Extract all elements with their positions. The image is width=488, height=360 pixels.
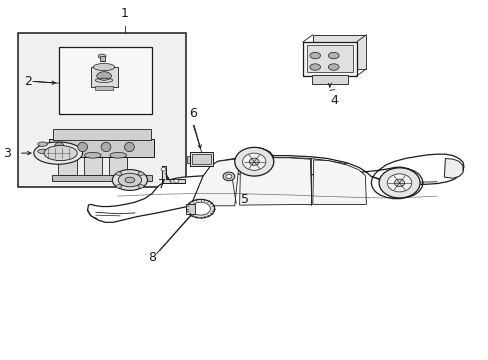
Ellipse shape: [309, 64, 320, 70]
Bar: [185, 204, 194, 214]
Bar: [306, 45, 352, 72]
Ellipse shape: [44, 145, 77, 161]
Ellipse shape: [386, 174, 411, 192]
Ellipse shape: [161, 167, 165, 171]
Ellipse shape: [138, 185, 143, 188]
Text: 7: 7: [157, 178, 165, 191]
Text: 1: 1: [121, 8, 129, 21]
Bar: [311, 75, 347, 84]
Ellipse shape: [78, 142, 87, 152]
Polygon shape: [239, 158, 311, 205]
Ellipse shape: [125, 177, 135, 183]
Ellipse shape: [116, 185, 122, 188]
Ellipse shape: [225, 174, 231, 179]
Text: 2: 2: [24, 75, 32, 88]
Ellipse shape: [38, 142, 47, 146]
Polygon shape: [444, 158, 462, 178]
Bar: [18, 33, 185, 187]
Ellipse shape: [190, 202, 210, 215]
Polygon shape: [312, 160, 366, 204]
Ellipse shape: [97, 72, 111, 80]
Bar: [189, 152, 213, 166]
Ellipse shape: [38, 149, 47, 153]
Ellipse shape: [309, 52, 320, 59]
Ellipse shape: [234, 147, 273, 176]
Ellipse shape: [84, 152, 101, 158]
Text: 5: 5: [241, 193, 248, 206]
Text: 3: 3: [3, 147, 11, 159]
Bar: [53, 129, 151, 140]
Polygon shape: [190, 158, 239, 206]
Ellipse shape: [34, 142, 82, 164]
Bar: [186, 156, 190, 163]
Bar: [59, 47, 152, 114]
Bar: [52, 175, 152, 181]
Ellipse shape: [378, 168, 419, 198]
Ellipse shape: [138, 172, 143, 175]
Bar: [49, 139, 154, 157]
Ellipse shape: [118, 173, 142, 187]
Ellipse shape: [223, 172, 234, 181]
Ellipse shape: [116, 172, 122, 175]
Bar: [303, 42, 356, 76]
Ellipse shape: [394, 179, 404, 186]
Bar: [91, 67, 118, 87]
Ellipse shape: [249, 158, 259, 165]
Ellipse shape: [110, 152, 126, 158]
Ellipse shape: [98, 54, 106, 58]
Ellipse shape: [93, 63, 115, 71]
Bar: [83, 155, 102, 175]
Ellipse shape: [101, 142, 111, 152]
Bar: [100, 56, 104, 60]
Bar: [192, 154, 210, 164]
Ellipse shape: [59, 152, 76, 158]
Text: 6: 6: [189, 107, 197, 120]
Text: 8: 8: [147, 251, 156, 264]
Ellipse shape: [186, 199, 214, 218]
Ellipse shape: [328, 64, 338, 70]
Bar: [95, 86, 113, 90]
Bar: [312, 35, 366, 69]
Text: 4: 4: [330, 94, 338, 107]
Polygon shape: [87, 148, 463, 222]
Ellipse shape: [112, 170, 147, 190]
Bar: [109, 155, 127, 175]
Bar: [58, 155, 77, 175]
Ellipse shape: [328, 52, 338, 59]
Ellipse shape: [54, 142, 64, 152]
Polygon shape: [161, 166, 184, 183]
Ellipse shape: [124, 142, 134, 152]
Ellipse shape: [242, 153, 265, 170]
Ellipse shape: [173, 179, 178, 183]
